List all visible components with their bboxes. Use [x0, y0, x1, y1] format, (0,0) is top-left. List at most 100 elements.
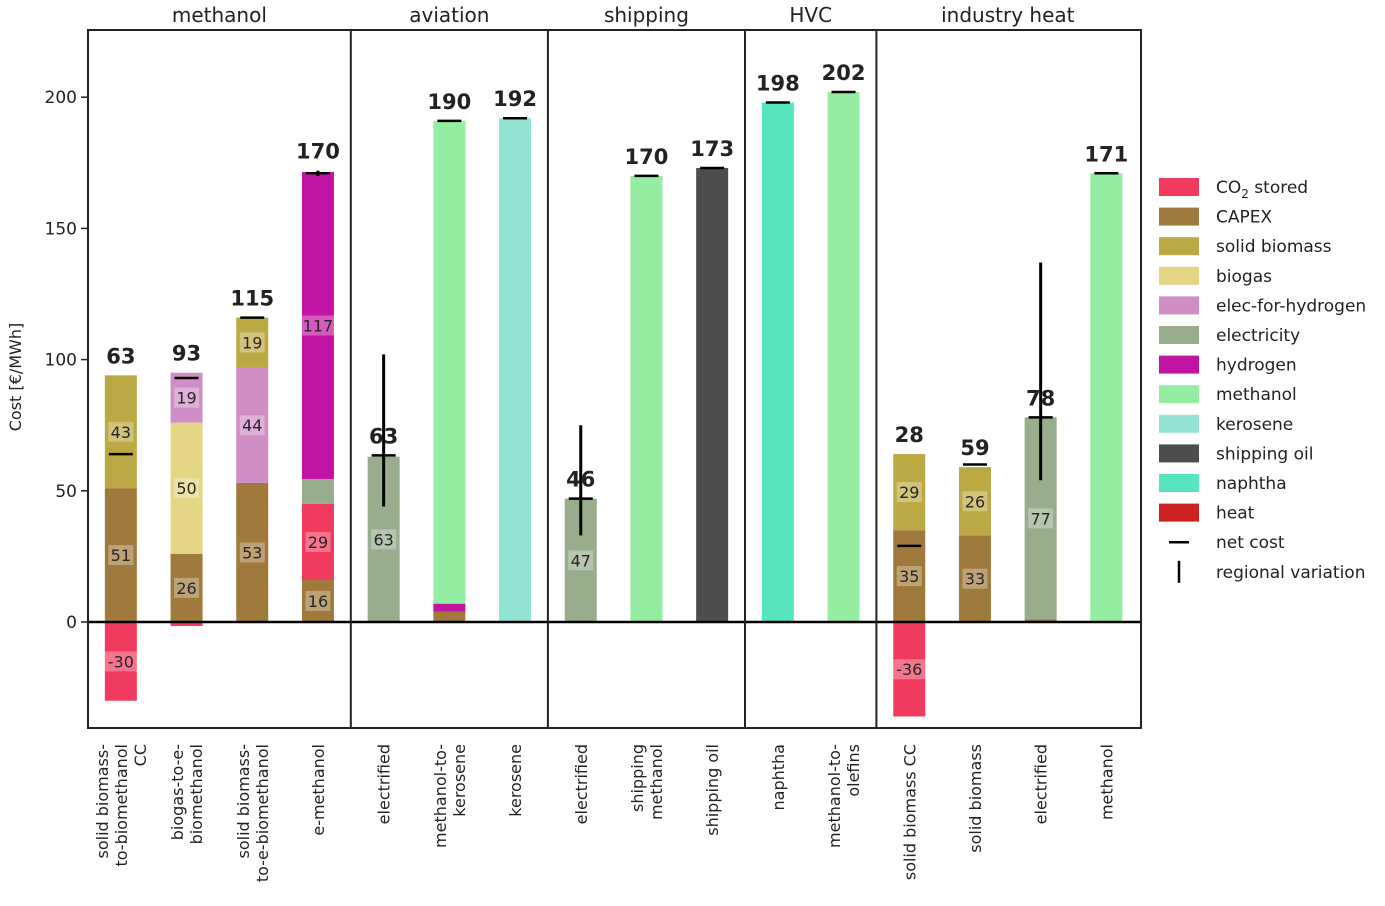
category-label-line: olefins: [844, 744, 863, 797]
segment-label-bg: [103, 651, 139, 672]
category-label-line: to-biomethanol: [112, 744, 131, 867]
segment-value-label: 26: [965, 492, 985, 511]
sector-title: shipping: [604, 3, 689, 27]
segment-label-bg: [962, 491, 988, 512]
segment-label-bg: [239, 542, 265, 563]
segment-value-label: 29: [308, 533, 328, 552]
legend-swatch: [1159, 474, 1199, 492]
category-label-line: solid biomass-: [234, 744, 253, 858]
segment-label-bg: [568, 550, 594, 571]
bar: 16 29 117 170: [296, 140, 340, 622]
y-tick-label: 150: [45, 219, 77, 239]
sector-title: industry heat: [941, 3, 1075, 27]
segment-label-bg: [305, 531, 331, 552]
legend-label: naphtha: [1216, 474, 1287, 494]
segment-label-bg: [892, 659, 927, 680]
legend-item: kerosene: [1159, 414, 1293, 435]
legend-swatch: [1159, 178, 1199, 196]
category-label: electrified: [375, 744, 394, 824]
legend-item: CO2 stored: [1159, 178, 1308, 201]
bar-segment: [958, 467, 991, 536]
segment-value-label: 26: [176, 579, 196, 598]
bar-total-label: 115: [230, 287, 274, 311]
legend-swatch: [1159, 266, 1199, 285]
legend-item: biogas: [1159, 266, 1272, 287]
bar: 198: [756, 71, 800, 622]
segment-value-label: 53: [242, 543, 262, 562]
bar: 171: [1084, 142, 1128, 622]
segment-value-label: -30: [108, 652, 134, 671]
bar-total-label: 198: [756, 71, 800, 95]
category-label-line: solid biomass-: [93, 744, 112, 858]
segment-value-label: 43: [111, 423, 131, 442]
category-label-line: methanol-to-: [825, 744, 844, 848]
segment-label-bg: [305, 591, 331, 612]
legend-item: methanol: [1159, 385, 1297, 405]
category-label-line: methanol-to-: [431, 744, 450, 848]
bar: 77 78: [1024, 262, 1057, 622]
bar-total-label: 63: [106, 344, 135, 368]
bar-segment: [696, 168, 729, 622]
category-label-line: shipping: [628, 744, 647, 812]
bar-segment: [170, 622, 203, 626]
legend-item: CAPEX: [1159, 207, 1272, 228]
y-tick-label: 0: [66, 613, 77, 633]
bar-segment: [433, 603, 466, 612]
bar-total-label: 78: [1026, 386, 1055, 410]
category-label-line: e-methanol: [309, 744, 328, 836]
legend-item: electricity: [1159, 326, 1300, 346]
category-label-line: methanol: [647, 744, 666, 820]
bar-segment: [301, 503, 334, 581]
bar-total-label: 202: [822, 61, 866, 85]
segment-value-label: 16: [308, 592, 328, 611]
category-label: shipping methanol: [628, 744, 666, 820]
legend-label: CO2 stored: [1216, 178, 1308, 201]
category-label-line: kerosene: [506, 744, 525, 817]
segment-value-label: 29: [899, 483, 919, 502]
segment-value-label: 117: [303, 316, 334, 335]
bar-segment: [301, 171, 334, 479]
bar-segment: [236, 317, 269, 368]
sector-title: methanol: [172, 3, 267, 27]
bar: 192: [493, 87, 537, 622]
bar: 202: [822, 61, 866, 622]
legend-swatch: [1159, 503, 1199, 522]
category-label-line: electrified: [572, 744, 591, 824]
bar-total-label: 59: [960, 436, 989, 460]
category-label: electrified: [572, 744, 591, 824]
y-tick-label: 200: [45, 88, 77, 108]
legend-item: net cost: [1169, 533, 1285, 553]
legend-swatch: [1159, 207, 1199, 226]
legend-item: heat: [1159, 504, 1255, 524]
category-label-line: naphtha: [769, 744, 788, 810]
y-axis-label: Cost [€/MWh]: [6, 323, 25, 431]
segment-label-bg: [962, 568, 988, 589]
segment-value-label: 19: [176, 389, 196, 408]
segment-value-label: 44: [242, 416, 262, 435]
bar-segment: [630, 175, 663, 623]
legend-swatch: [1159, 237, 1199, 256]
category-label: electrified: [1032, 744, 1051, 824]
bar-segment: [170, 422, 203, 554]
legend-item: hydrogen: [1159, 355, 1297, 376]
bar-segment: [104, 622, 137, 701]
bar-total-label: 93: [172, 342, 201, 366]
category-label: solid biomass-to-e-biomethanol: [234, 744, 272, 882]
bar: 26 50 19 93: [170, 342, 203, 626]
category-label-line: biomethanol: [187, 744, 206, 844]
bar-total-label: 28: [895, 423, 924, 447]
legend-item: solid biomass: [1159, 237, 1332, 257]
segment-value-label: 50: [176, 479, 196, 498]
bar: 173: [690, 137, 734, 622]
legend-item: regional variation: [1177, 560, 1365, 583]
category-label: methanol: [1097, 744, 1116, 820]
legend-swatch: [1159, 444, 1199, 463]
segment-value-label: 35: [899, 567, 919, 586]
category-label-line: electrified: [1032, 744, 1051, 824]
bar-total-label: 171: [1084, 142, 1128, 166]
legend-label: kerosene: [1216, 415, 1293, 435]
category-label: solid biomass: [966, 744, 985, 853]
sector-title: aviation: [409, 3, 489, 27]
bar-total-label: 170: [625, 145, 669, 169]
